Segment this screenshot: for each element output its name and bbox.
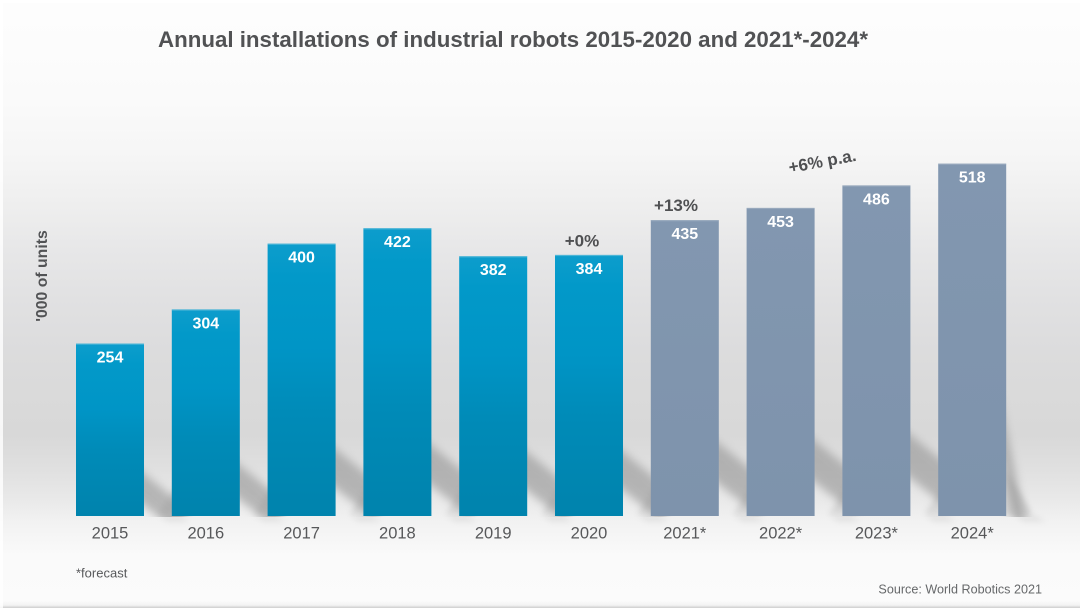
svg-text:304: 304 [192, 315, 219, 332]
svg-text:2021*: 2021* [663, 525, 707, 543]
svg-text:2023*: 2023* [855, 525, 899, 543]
svg-text:486: 486 [863, 191, 890, 208]
svg-text:2022*: 2022* [759, 525, 803, 543]
svg-text:*forecast: *forecast [76, 566, 128, 581]
svg-text:+13%: +13% [654, 196, 698, 215]
svg-text:2015: 2015 [92, 525, 129, 543]
svg-text:2017: 2017 [283, 525, 320, 543]
svg-text:453: 453 [767, 214, 794, 231]
svg-text:2020: 2020 [571, 525, 608, 543]
svg-text:2018: 2018 [379, 525, 416, 543]
svg-text:'000 of units: '000 of units [34, 230, 51, 322]
svg-text:382: 382 [480, 262, 507, 279]
svg-text:Source: World Robotics 2021: Source: World Robotics 2021 [878, 583, 1042, 597]
svg-text:2016: 2016 [187, 525, 224, 543]
svg-text:435: 435 [671, 226, 698, 243]
svg-text:Annual installations of indust: Annual installations of industrial robot… [158, 27, 868, 52]
svg-text:384: 384 [576, 261, 603, 278]
svg-text:422: 422 [384, 234, 411, 251]
svg-text:254: 254 [97, 350, 124, 367]
svg-text:400: 400 [288, 250, 315, 267]
svg-text:2019: 2019 [475, 525, 512, 543]
svg-text:+0%: +0% [565, 232, 600, 251]
svg-text:518: 518 [959, 170, 986, 187]
svg-text:2024*: 2024* [951, 525, 995, 543]
